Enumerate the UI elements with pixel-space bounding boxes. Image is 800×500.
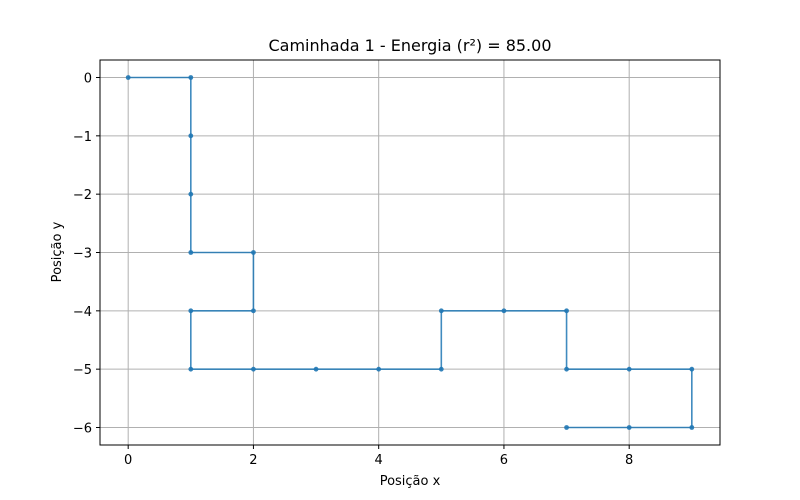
data-point (689, 366, 695, 372)
data-point (564, 366, 569, 372)
data-point (626, 425, 632, 430)
y-tick-label: −1 (73, 130, 92, 145)
x-tick-label: 0 (124, 453, 132, 468)
x-ticks: 0 2 4 6 8 (124, 445, 633, 468)
x-tick-label: 8 (625, 453, 633, 468)
data-point (313, 366, 319, 372)
x-tick-label: 2 (249, 453, 257, 468)
y-tick-label: 0 (84, 72, 92, 87)
data-point (251, 366, 256, 372)
data-point (564, 425, 569, 430)
data-point (564, 308, 569, 314)
y-tick-label: −4 (73, 305, 92, 320)
data-point (125, 75, 131, 80)
data-point (188, 191, 194, 197)
y-axis-label: Posição y (50, 221, 65, 282)
data-point (376, 366, 382, 372)
y-tick-label: −6 (73, 422, 92, 437)
y-ticks: 0 −1 −2 −3 −4 −5 −6 (73, 72, 100, 437)
data-point (438, 366, 444, 372)
data-point (689, 425, 695, 430)
data-point (188, 366, 194, 372)
chart-title: Caminhada 1 - Energia (r²) = 85.00 (268, 36, 551, 55)
x-tick-label: 6 (500, 453, 508, 468)
y-tick-label: −3 (73, 247, 92, 262)
series-line (128, 76, 693, 429)
data-point (188, 308, 194, 314)
data-point (251, 250, 256, 255)
y-tick-label: −2 (73, 188, 92, 203)
data-point (188, 75, 194, 80)
data-point (188, 133, 194, 139)
x-axis-label: Posição x (380, 474, 441, 489)
data-point (626, 366, 632, 372)
data-point (501, 308, 507, 314)
y-tick-label: −5 (73, 363, 92, 378)
data-point (251, 308, 256, 314)
data-point (438, 308, 444, 314)
series-walk (125, 75, 695, 430)
data-point (188, 250, 194, 255)
x-tick-label: 4 (375, 453, 383, 468)
